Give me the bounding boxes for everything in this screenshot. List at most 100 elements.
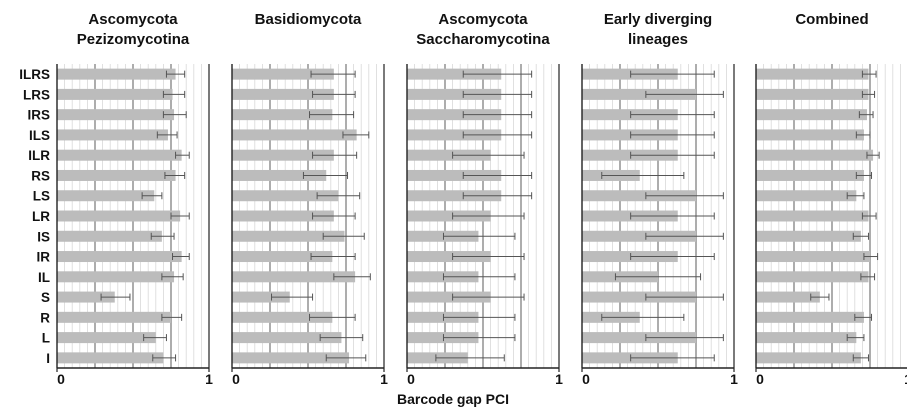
bar [582,291,696,303]
bar [407,291,491,303]
panel-title: Ascomycota [88,11,178,28]
category-label: RS [31,168,50,183]
bar [57,271,175,283]
x-tick-label: 1 [555,371,563,387]
bar [232,109,333,121]
bar [232,129,357,141]
bar [756,271,869,283]
bar [756,169,864,181]
x-tick-label: 0 [232,371,240,387]
bar [756,190,857,202]
bar [407,210,491,222]
bar [232,271,356,283]
bar [232,230,345,242]
bar [756,230,861,242]
bar [407,109,502,121]
panel-title: Basidiomycota [255,11,362,28]
x-tick-label: 0 [756,371,764,387]
x-tick-label: 1 [205,371,213,387]
panel-title: Pezizomycotina [77,31,190,48]
panel-title: Ascomycota [438,11,528,28]
panel-title: Combined [795,11,868,28]
panel-2: Basidiomycota 0 1 [231,11,388,387]
bar [582,190,696,202]
category-label: LR [32,209,50,224]
bar [57,190,155,202]
bar [57,251,182,263]
bar [232,352,350,364]
panel-4: Early diverging lineages 0 1 [581,11,738,387]
x-tick-label: 0 [407,371,415,387]
bar [756,210,869,222]
bar [57,230,162,242]
bar [57,311,171,323]
bar [582,88,696,100]
category-label: ILRS [19,67,50,82]
bar [582,129,678,141]
bar [756,332,857,344]
category-label: I [46,351,50,366]
bar [582,251,678,263]
bar [407,271,479,283]
bar [57,169,176,181]
bar [57,88,173,100]
panel-3: Ascomycota Saccharomycotina 0 1 [406,11,563,387]
x-tick-label: 1 [904,371,907,387]
bar [407,230,479,242]
bar [582,230,696,242]
x-tick-label: 0 [582,371,590,387]
x-axis-label: Barcode gap PCI [397,391,509,407]
category-label: IRS [27,108,50,123]
category-label: IS [37,229,50,244]
bar [407,149,491,161]
bar [57,149,182,161]
bar [232,190,339,202]
bar [232,169,327,181]
panel-title: Saccharomycotina [416,31,550,48]
bar [756,129,864,141]
category-label: LRS [23,87,50,102]
bar [756,352,861,364]
category-label: ILS [29,128,50,143]
x-tick-label: 1 [730,371,738,387]
bar [232,149,334,161]
bar [57,109,175,121]
bar [232,311,333,323]
bar [756,311,864,323]
bar [582,332,696,344]
bar [582,149,678,161]
x-tick-label: 1 [380,371,388,387]
bar [756,109,867,121]
bar [407,190,502,202]
bar [582,109,678,121]
panel-1: Ascomycota Pezizomycotina 0 1 [56,11,213,387]
bar [232,68,334,80]
bar [756,68,869,80]
bar [57,332,156,344]
bar [232,332,342,344]
bar [756,251,870,263]
panel-title: Early diverging [604,11,712,28]
category-label: IR [37,250,51,265]
bar [57,210,181,222]
bar [582,210,678,222]
bar [232,291,290,303]
bar [407,169,502,181]
bar [756,291,820,303]
bar [57,291,115,303]
panel-title: lineages [628,31,688,48]
bar [582,352,678,364]
bar [756,88,869,100]
category-label: R [40,310,50,325]
bar [407,88,502,100]
bar [232,88,334,100]
category-label: IL [38,270,50,285]
category-label: ILR [28,148,50,163]
bar [407,332,479,344]
bar [232,251,333,263]
bar [582,68,678,80]
bar [756,149,874,161]
category-label: LS [33,189,50,204]
bar [407,68,502,80]
